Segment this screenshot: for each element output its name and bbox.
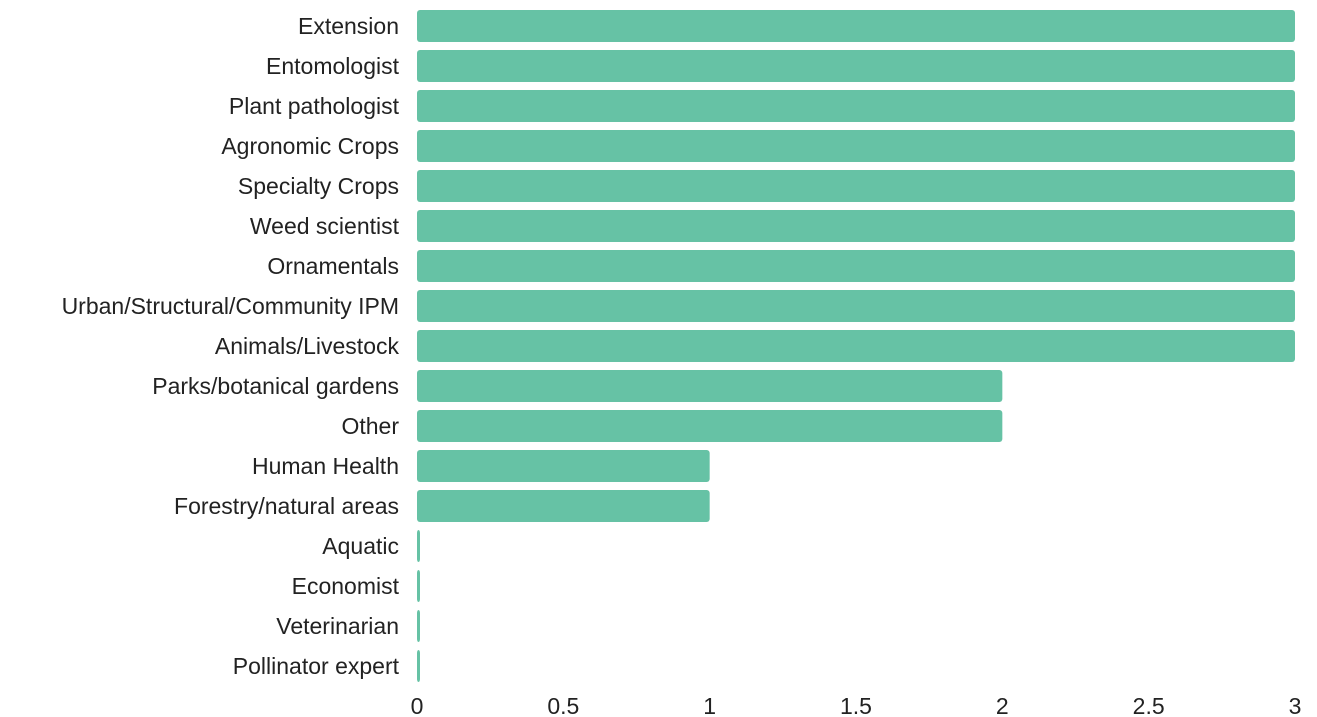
bar-8 — [417, 330, 1295, 362]
category-label: Specialty Crops — [238, 173, 399, 199]
category-label: Economist — [292, 573, 400, 599]
category-label: Other — [341, 413, 399, 439]
x-tick-label: 1.5 — [840, 693, 872, 717]
bar-3 — [417, 130, 1295, 162]
x-tick-label: 1 — [703, 693, 716, 717]
category-label: Animals/Livestock — [215, 333, 400, 359]
category-label: Forestry/natural areas — [174, 493, 399, 519]
category-label: Human Health — [252, 453, 399, 479]
bar-2 — [417, 90, 1295, 122]
bar-7 — [417, 290, 1295, 322]
category-label: Entomologist — [266, 53, 400, 79]
bar-15 — [417, 610, 420, 642]
category-label: Plant pathologist — [229, 93, 400, 119]
category-label: Extension — [298, 13, 399, 39]
bar-12 — [417, 490, 710, 522]
bar-9 — [417, 370, 1003, 402]
category-label: Weed scientist — [250, 213, 400, 239]
bar-4 — [417, 170, 1295, 202]
category-label: Veterinarian — [276, 613, 399, 639]
bars-layer — [417, 10, 1295, 682]
category-label: Pollinator expert — [233, 653, 400, 679]
x-tick-label: 0.5 — [547, 693, 579, 717]
bar-0 — [417, 10, 1295, 42]
category-label: Agronomic Crops — [221, 133, 399, 159]
bar-5 — [417, 210, 1295, 242]
bar-13 — [417, 530, 420, 562]
x-tick-label: 3 — [1289, 693, 1302, 717]
x-tick-label: 2 — [996, 693, 1009, 717]
x-tick-label: 2.5 — [1133, 693, 1165, 717]
category-label: Urban/Structural/Community IPM — [62, 293, 399, 319]
bar-16 — [417, 650, 420, 682]
bar-1 — [417, 50, 1295, 82]
bar-6 — [417, 250, 1295, 282]
category-label: Parks/botanical gardens — [152, 373, 399, 399]
bar-14 — [417, 570, 420, 602]
x-axis-ticks: 0 0.5 1 1.5 2 2.5 3 — [411, 693, 1302, 717]
bar-11 — [417, 450, 710, 482]
bar-10 — [417, 410, 1003, 442]
category-label: Ornamentals — [267, 253, 399, 279]
category-label: Aquatic — [322, 533, 399, 559]
category-labels: Extension Entomologist Plant pathologist Ag… — [62, 13, 400, 679]
x-tick-label: 0 — [411, 693, 424, 717]
